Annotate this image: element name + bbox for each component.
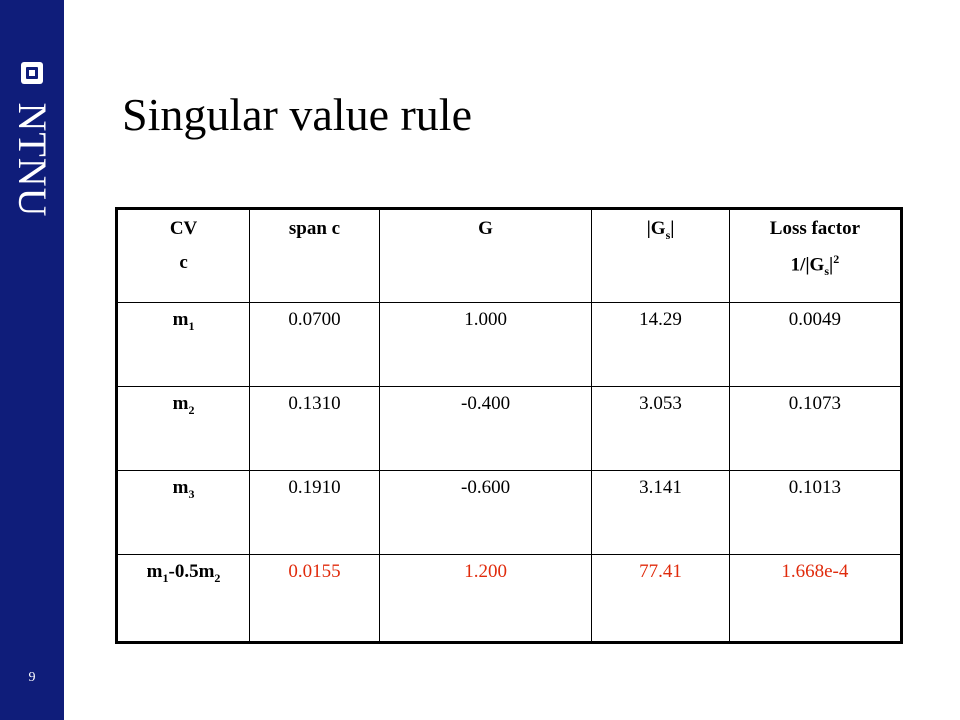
row-loss: 0.1073 [728,386,903,471]
header-cv-line1: CV [169,218,198,239]
table-row: m2 0.1310 -0.400 3.053 0.1073 [115,386,903,471]
row-gs: 3.053 [591,386,730,471]
header-g: G [378,208,593,303]
brand-name: NTNU [10,102,55,218]
row-cv: m1-0.5m2 [115,554,251,643]
table-row: m1-0.5m2 0.0155 1.200 77.41 1.668e-4 [115,554,903,643]
header-cv: CV c [115,208,251,303]
row-cv: m2 [115,386,251,471]
table-row: m3 0.1910 -0.600 3.141 0.1013 [115,470,903,555]
header-loss-line2: 1/|Gs|2 [790,252,840,279]
singular-value-table: CV c span c G |Gs| Loss factor 1/|Gs|2 m… [115,207,903,644]
row-gs: 77.41 [591,554,730,643]
row-span: 0.1910 [249,470,380,555]
header-loss-factor: Loss factor 1/|Gs|2 [728,208,903,303]
header-loss-line1: Loss factor [769,218,860,239]
row-cv: m3 [115,470,251,555]
row-span: 0.0700 [249,302,380,387]
table-row: m1 0.0700 1.000 14.29 0.0049 [115,302,903,387]
row-cv: m1 [115,302,251,387]
header-gs: |Gs| [591,208,730,303]
row-gs: 3.141 [591,470,730,555]
table-header-row: CV c span c G |Gs| Loss factor 1/|Gs|2 [115,208,903,303]
slide-title: Singular value rule [122,89,473,140]
row-gs: 14.29 [591,302,730,387]
row-g: 1.200 [378,554,593,643]
ntnu-logo-icon [21,62,43,84]
row-loss: 0.1013 [728,470,903,555]
row-loss: 0.0049 [728,302,903,387]
page-number: 9 [28,670,36,685]
header-span: span c [249,208,380,303]
header-cv-line2: c [179,252,188,273]
row-span: 0.0155 [249,554,380,643]
row-span: 0.1310 [249,386,380,471]
sidebar: NTNU 9 [0,0,64,720]
row-g: -0.600 [378,470,593,555]
row-g: -0.400 [378,386,593,471]
row-loss: 1.668e-4 [728,554,903,643]
row-g: 1.000 [378,302,593,387]
